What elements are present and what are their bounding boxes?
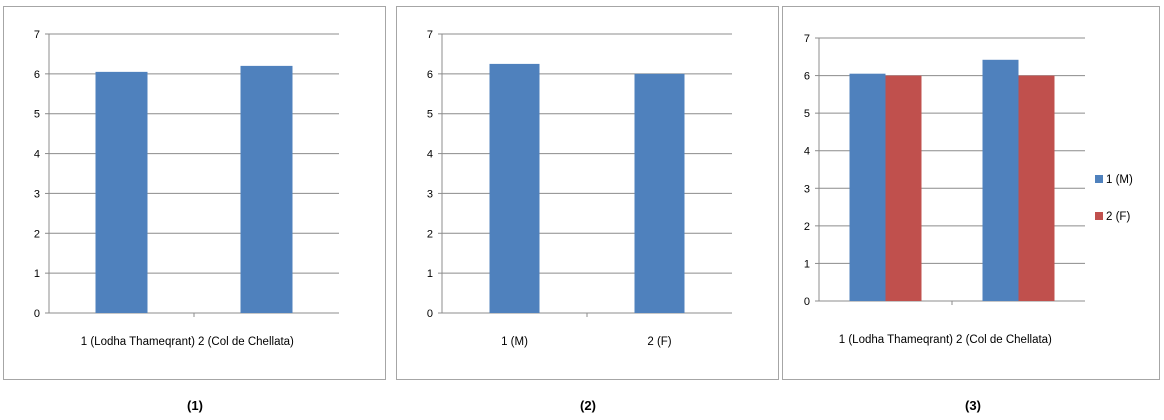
- y-tick-label: 6: [34, 69, 40, 81]
- y-tick-label: 0: [804, 296, 810, 308]
- y-tick-label: 5: [804, 108, 810, 120]
- y-tick-label: 4: [804, 146, 810, 158]
- bar-1-series-1: [489, 63, 540, 314]
- bar-2-series-2: [1018, 75, 1055, 301]
- caption-1: (1): [187, 398, 203, 413]
- y-tick-label: 3: [34, 188, 40, 200]
- bar-1-series-1: [95, 71, 148, 313]
- chart-3: 0 1 2 3 4 5 6 7 1 (Lodha Thameqrant) 2 (Col de Ch…: [804, 33, 1133, 346]
- y-tick-label: 2: [427, 228, 433, 240]
- chart-panel-1: 0 1 2 3 4 5 6 7 1 (Lodha Thameqrant) 2 (Col de Ch…: [3, 6, 386, 380]
- y-tick-label: 1: [804, 258, 810, 270]
- x-category-label: 2 (Col de Chellata): [956, 334, 1052, 346]
- legend-label: 1 (M): [1106, 174, 1133, 186]
- y-tick-label: 0: [427, 308, 433, 320]
- bar-1-series-2: [885, 75, 922, 301]
- y-tick-label: 4: [34, 149, 40, 161]
- y-tick-label: 2: [34, 228, 40, 240]
- y-tick-label: 3: [427, 188, 433, 200]
- chart-panel-2: 0 1 2 3 4 5 6 7 1 (M) 2 (F): [396, 6, 779, 380]
- y-tick-label: 3: [804, 183, 810, 195]
- y-tick-label: 7: [804, 33, 810, 45]
- bar-1-series-1: [849, 73, 886, 301]
- legend-swatch: [1095, 175, 1103, 183]
- y-tick-label: 2: [804, 221, 810, 233]
- y-tick-label: 0: [34, 308, 40, 320]
- chart-panel-3: 0 1 2 3 4 5 6 7 1 (Lodha Thameqrant) 2 (Col de Ch…: [782, 6, 1160, 380]
- y-tick-label: 6: [427, 69, 433, 81]
- y-tick-label: 1: [34, 268, 40, 280]
- x-category-label: 1 (M): [501, 336, 528, 348]
- y-tick-label: 7: [427, 29, 433, 41]
- x-category-label: 2 (F): [647, 336, 671, 348]
- y-tick-label: 5: [34, 109, 40, 121]
- y-tick-label: 6: [804, 71, 810, 83]
- y-tick-label: 1: [427, 268, 433, 280]
- bar-2-series-1: [982, 59, 1019, 301]
- bar-2-series-1: [240, 65, 293, 313]
- x-category-label: 1 (Lodha Thameqrant): [839, 334, 953, 346]
- legend-swatch: [1095, 212, 1103, 220]
- caption-2: (2): [580, 398, 596, 413]
- y-tick-label: 4: [427, 149, 433, 161]
- y-tick-label: 5: [427, 109, 433, 121]
- x-category-label: 1 (Lodha Thameqrant): [81, 336, 195, 348]
- chart-2: 0 1 2 3 4 5 6 7 1 (M) 2 (F): [427, 29, 732, 348]
- caption-3: (3): [965, 398, 981, 413]
- legend-label: 2 (F): [1106, 211, 1130, 223]
- y-tick-label: 7: [34, 29, 40, 41]
- x-category-label: 2 (Col de Chellata): [198, 336, 294, 348]
- chart-1: 0 1 2 3 4 5 6 7 1 (Lodha Thameqrant) 2 (Col de Ch…: [34, 29, 339, 348]
- bar-2-series-1: [634, 73, 685, 313]
